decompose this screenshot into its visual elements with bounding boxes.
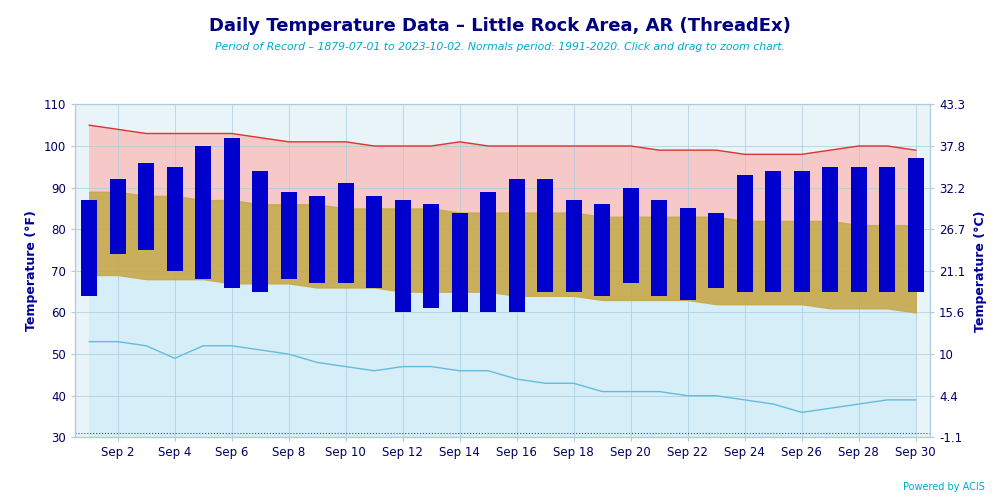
Bar — [167, 167, 183, 271]
Bar — [480, 192, 496, 313]
Bar — [822, 167, 838, 292]
Text: Daily Temperature Data – Little Rock Area, AR (ThreadEx): Daily Temperature Data – Little Rock Are… — [209, 17, 791, 35]
Bar — [509, 179, 525, 313]
Bar — [281, 192, 297, 279]
Text: Period of Record – 1879-07-01 to 2023-10-02. Normals period: 1991-2020. Click an: Period of Record – 1879-07-01 to 2023-10… — [215, 42, 785, 52]
Bar — [794, 171, 810, 292]
Bar — [423, 204, 439, 308]
Bar — [594, 204, 610, 296]
Bar — [851, 167, 867, 292]
Bar — [879, 167, 895, 292]
Bar — [110, 179, 126, 254]
Bar — [908, 159, 924, 292]
Bar — [138, 163, 154, 250]
Bar — [252, 171, 268, 292]
Bar — [395, 200, 411, 313]
Bar — [680, 208, 696, 300]
Y-axis label: Temperature (°F): Temperature (°F) — [25, 210, 38, 331]
Bar — [708, 213, 724, 287]
Bar — [566, 200, 582, 292]
Bar — [366, 196, 382, 287]
Bar — [537, 179, 553, 292]
Y-axis label: Temperature (°C): Temperature (°C) — [974, 210, 987, 331]
Bar — [765, 171, 781, 292]
Bar — [338, 183, 354, 283]
Bar — [651, 200, 667, 296]
Bar — [81, 200, 97, 296]
Bar — [195, 146, 211, 279]
Bar — [224, 138, 240, 287]
Bar — [309, 196, 325, 283]
Text: Powered by ACIS: Powered by ACIS — [903, 482, 985, 492]
Bar — [623, 187, 639, 283]
Bar — [737, 175, 753, 292]
Bar — [452, 213, 468, 313]
